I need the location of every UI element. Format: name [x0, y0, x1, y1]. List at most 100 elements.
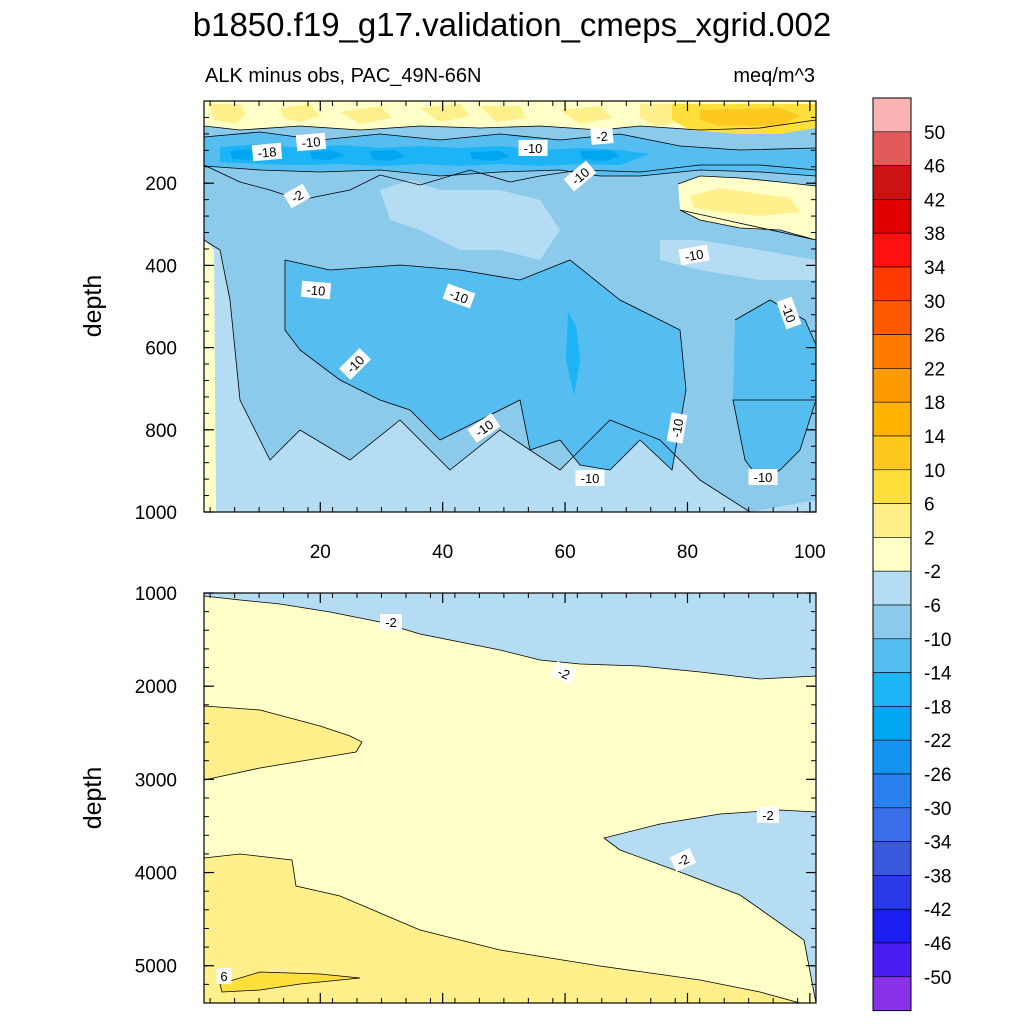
y-tick-label: 2000: [135, 677, 177, 698]
contour-label-text: -10: [524, 141, 543, 156]
contour-label-box: [518, 140, 548, 156]
colorbar-label: 38: [924, 224, 945, 245]
contour-label-box: [216, 968, 232, 984]
contour-label-text: -10: [754, 470, 773, 485]
colorbar-label: -6: [924, 596, 941, 617]
contour-label-text: -10: [581, 471, 600, 486]
contour-label: -10: [442, 283, 476, 309]
fill-level-2-surface-spots: [208, 104, 688, 126]
colorbar-label: -38: [924, 866, 951, 887]
contour-label-text: -10: [306, 282, 326, 299]
contour-label-box: [380, 614, 402, 630]
contour-label-text: 6: [220, 969, 227, 984]
fill-level-2-subsurface: [690, 188, 800, 216]
colorbar-label: 34: [924, 258, 946, 279]
contour-label-box: [295, 132, 327, 152]
colorbar-swatch: [872, 199, 912, 234]
colorbar-swatch: [872, 334, 912, 369]
contour-label: -2: [283, 183, 311, 209]
contour-label: -10: [518, 140, 548, 156]
lower-contour-lines: [204, 595, 816, 1003]
contour-label-text: -2: [385, 615, 397, 630]
contour-label-box: [575, 470, 605, 486]
fill-level-minus18-spots: [230, 149, 620, 161]
colorbar-swatch: [872, 807, 912, 842]
colorbar-label: -42: [924, 900, 951, 921]
colorbar-swatch: [872, 266, 912, 302]
colorbar-swatch: [872, 706, 912, 741]
y-tick-label: 800: [145, 421, 177, 442]
colorbar-label: -14: [924, 664, 952, 685]
contour-label: -10: [300, 280, 332, 300]
contour-label: -10: [575, 470, 605, 486]
upper-x-axis: 20 40 60 80 100: [209, 101, 826, 563]
contour-label-box: [757, 807, 779, 823]
colorbar-label: -34: [924, 833, 952, 854]
colorbar-label: 42: [924, 190, 945, 211]
contour-label-box: [563, 160, 597, 192]
colorbar-label: 46: [924, 157, 945, 178]
y-tick-label: 1000: [135, 584, 177, 605]
contour-label-box: [300, 280, 332, 300]
lower-x-axis: [209, 593, 811, 1003]
contour-label-text: -10: [301, 134, 321, 151]
contour-label: -10: [776, 296, 802, 330]
contour-line-minus2-deep: [603, 809, 816, 1003]
lower-y-axis-label: depth: [79, 767, 107, 830]
contour-line-minus2-subsurface: [677, 175, 816, 241]
upper-panel: 200 400 600 800 1000 20 40 60 80 100 -10 -18 -2 -10…: [79, 100, 826, 563]
x-tick-label: 100: [794, 542, 826, 563]
contour-label: 6: [216, 968, 232, 984]
fill-level-2-intermediate: [204, 706, 362, 780]
y-tick-label: 400: [145, 256, 177, 277]
colorbar-label: -46: [924, 934, 951, 955]
colorbar-swatch: [872, 435, 912, 471]
colorbar-label: 26: [924, 326, 945, 347]
upper-contour-lines: [204, 119, 816, 512]
colorbar-label: -2: [924, 562, 941, 583]
colorbar-label: -18: [924, 697, 951, 718]
lower-contour-labels: -2 -2 -2 -2 6: [216, 614, 779, 984]
fill-level-minus14-band: [220, 144, 650, 166]
colorbar-swatch: [872, 976, 912, 1011]
contour-line-minus2-upper: [204, 595, 816, 680]
contour-label-text: -2: [762, 808, 774, 823]
contour-label-text: -10: [684, 246, 705, 264]
contour-line-minus6-band: [204, 164, 816, 201]
contour-line-minus10-bottom: [204, 165, 816, 177]
fill-level-10-surface: [700, 108, 800, 126]
contour-label-text: -2: [596, 129, 609, 145]
contour-label-box: [669, 848, 697, 872]
colorbar-label: 22: [924, 359, 945, 380]
y-tick-label: 200: [145, 174, 177, 195]
contour-label-box: [550, 661, 578, 685]
y-tick-label: 600: [145, 339, 177, 360]
colorbar-swatch: [872, 300, 912, 335]
contour-label: -18: [251, 142, 283, 162]
contour-label-text: -10: [668, 418, 686, 439]
colorbar-swatch: [872, 232, 912, 268]
contour-line-minus6: [204, 239, 751, 512]
colorbar-label: -22: [924, 731, 951, 752]
upper-y-axis-label: depth: [79, 275, 107, 338]
colorbar-swatch: [872, 401, 912, 437]
colorbar-swatch: [872, 368, 912, 403]
contour-label-box: [776, 296, 802, 330]
colorbar-label: 30: [924, 292, 945, 313]
colorbar: 50 46 42 38 34 30 26 22 18 14 10 6 2 -2 -6 -10 -14 -18 -22…: [872, 97, 952, 1012]
contour-line-2-intermediate: [204, 705, 363, 781]
fill-level-minus10-a: [285, 260, 686, 470]
colorbar-label: -10: [924, 630, 951, 651]
fill-level-minus6-upper: [204, 593, 816, 679]
contour-label-text: -10: [447, 286, 470, 307]
contour-label: -10: [748, 469, 778, 485]
contour-line-6-deep: [219, 971, 361, 993]
colorbar-swatch: [872, 570, 912, 606]
y-tick-label: 4000: [135, 864, 177, 885]
contour-label: -10: [295, 132, 327, 152]
contour-label: -2: [590, 127, 614, 145]
contour-line-minus2-surface: [204, 119, 816, 131]
contour-label-text: -10: [778, 302, 799, 325]
x-tick-label: 60: [555, 542, 576, 563]
contour-label: -2: [757, 807, 779, 823]
